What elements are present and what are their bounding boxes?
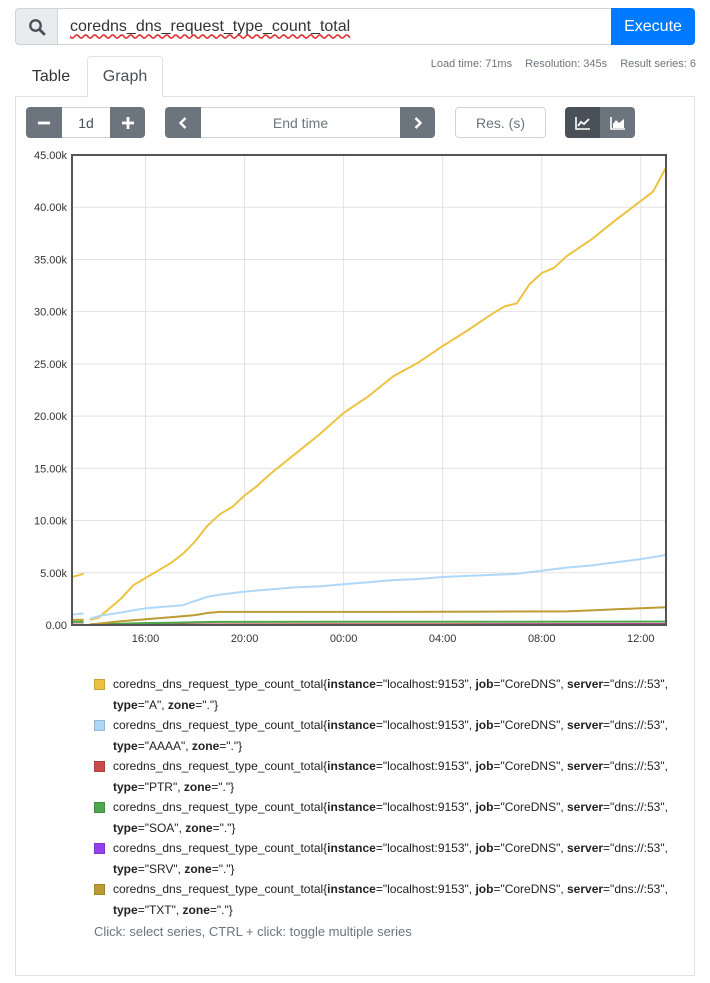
legend-item[interactable]: coredns_dns_request_type_count_total{ins… [94, 797, 674, 838]
y-tick-label: 45.00k [34, 150, 68, 162]
y-tick-label: 25.00k [34, 359, 68, 371]
y-tick-label: 0.00 [46, 620, 67, 632]
x-tick-label: 08:00 [528, 633, 556, 645]
series-line-2[interactable] [71, 612, 84, 616]
chevron-left-icon [178, 116, 187, 129]
plot-frame [71, 154, 667, 626]
x-axis-ticks: 16:00 20:00 00:00 04:00 08:00 12:00 [132, 633, 655, 645]
y-tick-label: 20.00k [34, 411, 68, 423]
legend-swatch [94, 679, 105, 690]
legend-label: coredns_dns_request_type_count_total{ins… [113, 718, 668, 753]
legend-label: coredns_dns_request_type_count_total{ins… [113, 677, 668, 712]
legend-hint: Click: select series, CTRL + click: togg… [94, 924, 412, 939]
legend-label: coredns_dns_request_type_count_total{ins… [113, 800, 668, 835]
area-chart-icon [609, 116, 625, 130]
end-time-forward-button[interactable] [400, 107, 435, 138]
legend-swatch [94, 720, 105, 731]
chart-series [71, 167, 667, 626]
legend-item[interactable]: coredns_dns_request_type_count_total{ins… [94, 674, 674, 715]
resolution-input[interactable]: Res. (s) [455, 107, 546, 138]
range-decrease-button[interactable] [26, 107, 62, 138]
legend-swatch [94, 843, 105, 854]
y-tick-label: 35.00k [34, 254, 68, 266]
tab-table[interactable]: Table [31, 67, 71, 85]
x-tick-label: 16:00 [132, 633, 160, 645]
search-icon [29, 18, 46, 35]
graph-chart: 0.00 5.00k 10.00k 15.00k 20.00k 25.00k 30.00k 3… [34, 150, 667, 645]
x-tick-label: 04:00 [429, 633, 457, 645]
legend-item[interactable]: coredns_dns_request_type_count_total{ins… [94, 838, 674, 879]
search-addon [15, 8, 58, 45]
y-tick-label: 40.00k [34, 202, 68, 214]
resolution-stat: Resolution: 345s [525, 58, 608, 70]
legend-label: coredns_dns_request_type_count_total{ins… [113, 759, 668, 794]
y-tick-label: 5.00k [40, 568, 67, 580]
plus-icon [121, 116, 134, 129]
y-tick-label: 15.00k [34, 463, 68, 475]
legend: coredns_dns_request_type_count_total{ins… [94, 674, 674, 920]
execute-button[interactable]: Execute [611, 8, 695, 45]
legend-swatch [94, 761, 105, 772]
x-tick-label: 00:00 [330, 633, 358, 645]
load-time: Load time: 71ms [430, 58, 513, 70]
expression-text: coredns_dns_request_type_count_total [70, 17, 351, 35]
graph-panel [15, 96, 695, 976]
x-tick-label: 12:00 [627, 633, 655, 645]
unstacked-button[interactable] [565, 107, 600, 138]
legend-label: coredns_dns_request_type_count_total{ins… [113, 841, 668, 876]
legend-item[interactable]: coredns_dns_request_type_count_total{ins… [94, 715, 674, 756]
series-line-6[interactable] [89, 606, 667, 626]
query-bar: coredns_dns_request_type_count_total Exe… [15, 8, 695, 45]
y-axis-ticks: 0.00 5.00k 10.00k 15.00k 20.00k 25.00k 30.00k 3… [34, 150, 68, 632]
expression-input[interactable]: coredns_dns_request_type_count_total [57, 8, 624, 45]
minus-icon [38, 121, 50, 124]
tab-graph[interactable]: Graph [87, 56, 163, 97]
range-input[interactable]: 1d [62, 107, 110, 138]
y-tick-label: 10.00k [34, 516, 68, 528]
legend-item[interactable]: coredns_dns_request_type_count_total{ins… [94, 879, 674, 920]
legend-item[interactable]: coredns_dns_request_type_count_total{ins… [94, 756, 674, 797]
chevron-right-icon [414, 116, 422, 129]
series-line-1[interactable] [71, 572, 84, 578]
series-line-1[interactable] [89, 167, 667, 621]
legend-swatch [94, 884, 105, 895]
end-time-input[interactable]: End time [201, 107, 400, 138]
line-chart-icon [574, 116, 590, 130]
legend-swatch [94, 802, 105, 813]
x-tick-label: 20:00 [231, 633, 259, 645]
y-tick-label: 30.00k [34, 307, 68, 319]
result-series-count: Result series: 6 [620, 58, 696, 70]
series-line-4[interactable] [89, 620, 667, 626]
query-stats: Load time: 71ms Resolution: 345s Result … [421, 58, 696, 70]
chart-grid [72, 154, 666, 626]
range-increase-button[interactable] [110, 107, 145, 138]
end-time-back-button[interactable] [165, 107, 201, 138]
legend-label: coredns_dns_request_type_count_total{ins… [113, 882, 668, 917]
series-line-2[interactable] [89, 554, 667, 620]
stacked-button[interactable] [600, 107, 635, 138]
